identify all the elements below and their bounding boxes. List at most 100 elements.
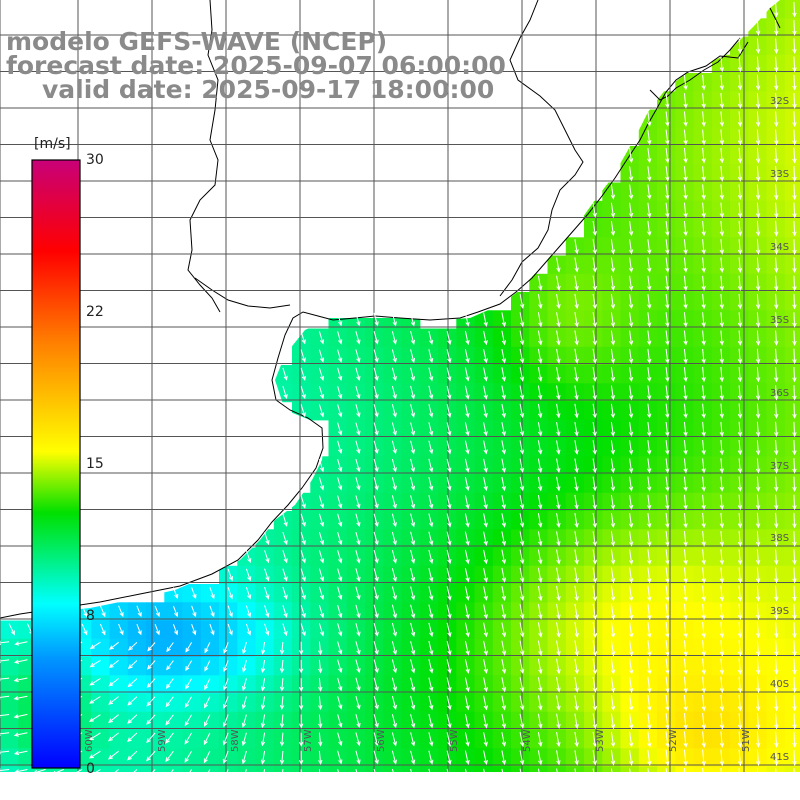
wind-arrow <box>792 239 797 255</box>
wind-arrow <box>647 476 652 492</box>
wind-arrow <box>318 732 323 747</box>
wind-cell <box>438 748 457 768</box>
wind-arrow <box>792 330 797 346</box>
lagoon-shore <box>649 37 741 101</box>
wind-cell <box>401 602 421 622</box>
wind-arrow <box>318 750 323 765</box>
wind-arrow <box>264 532 270 546</box>
colorbar-tick-30: 30 <box>86 152 104 168</box>
wind-arrow <box>755 330 761 346</box>
wind-arrow <box>701 74 706 91</box>
wind-arrow <box>610 184 616 200</box>
wind-cell <box>784 54 800 74</box>
wind-arrow <box>556 494 561 510</box>
wind-arrow <box>737 330 743 346</box>
wind-cell <box>784 620 800 640</box>
wind-arrow <box>665 567 670 584</box>
wind-cell <box>401 511 421 530</box>
wind-arrow <box>373 422 379 436</box>
wind-cell <box>401 657 421 676</box>
wind-cell <box>529 492 549 512</box>
wind-cell <box>784 419 800 439</box>
wind-arrow <box>483 640 488 656</box>
wind-arrow <box>127 714 138 724</box>
wind-arrow <box>428 440 434 455</box>
wind-arrow <box>184 696 193 708</box>
wind-cell <box>164 748 184 768</box>
wind-arrow <box>428 349 434 364</box>
wind-cell <box>529 748 549 768</box>
wind-cell <box>620 346 640 366</box>
wind-arrow <box>464 586 470 601</box>
wind-arrow <box>165 732 174 744</box>
wind-arrow <box>282 386 288 400</box>
wind-arrow <box>665 476 670 492</box>
wind-cell <box>419 620 439 640</box>
wind-cell <box>328 438 348 457</box>
wind-arrow <box>755 293 761 310</box>
wind-arrow <box>428 513 434 528</box>
wind-arrow <box>127 750 138 761</box>
wind-arrow <box>628 166 634 182</box>
wind-arrow <box>391 312 397 327</box>
wind-cell <box>529 565 549 585</box>
wind-arrow <box>501 750 507 766</box>
wind-cell <box>383 365 403 384</box>
wind-arrow <box>574 293 579 310</box>
wind-arrow <box>300 404 306 418</box>
wind-arrow <box>172 624 178 636</box>
wind-cell <box>401 456 421 476</box>
wind-cell <box>584 419 603 439</box>
wind-cell <box>182 675 202 695</box>
wind-arrow <box>501 440 506 455</box>
wind-arrow <box>774 603 779 620</box>
wind-arrow <box>719 476 725 492</box>
wind-cell <box>602 693 622 713</box>
wind-arrow <box>737 239 743 255</box>
wind-cell <box>584 273 603 293</box>
wind-cell <box>784 18 800 38</box>
wind-cell <box>91 675 111 695</box>
wind-arrow <box>337 586 343 601</box>
wind-arrow <box>665 622 670 639</box>
wind-arrow <box>318 586 325 600</box>
wind-arrow <box>108 641 119 650</box>
wind-cell <box>346 419 366 439</box>
wind-arrow <box>227 568 233 582</box>
wind-arrow <box>792 603 797 620</box>
wind-arrow <box>792 549 797 566</box>
wind-cell <box>474 401 494 421</box>
wind-arrow <box>792 348 797 365</box>
wind-cell <box>584 328 603 348</box>
wind-cell <box>200 748 220 768</box>
wind-arrow <box>683 202 688 219</box>
wind-arrow <box>792 695 797 712</box>
wind-arrow <box>774 184 779 201</box>
wind-cell <box>346 511 366 530</box>
wind-arrow <box>774 512 779 529</box>
wind-cell <box>547 438 567 457</box>
wind-arrow <box>446 422 452 437</box>
wind-cell <box>328 401 348 421</box>
wind-arrow <box>373 641 379 656</box>
wind-arrow <box>628 403 634 419</box>
wind-arrow <box>665 403 670 419</box>
wind-arrow <box>719 129 725 146</box>
wind-arrow <box>428 367 434 382</box>
wind-arrow <box>719 421 724 437</box>
wind-cell <box>346 456 366 476</box>
wind-cell <box>401 401 421 421</box>
wind-cell <box>529 584 549 603</box>
wind-cell <box>182 748 202 768</box>
wind-cell <box>456 511 476 530</box>
wind-arrow <box>737 567 743 584</box>
wind-arrow <box>298 678 304 692</box>
wind-arrow <box>318 696 323 711</box>
wind-arrow <box>792 676 797 694</box>
wind-cell <box>657 292 676 311</box>
wind-cell <box>0 730 19 749</box>
wind-arrow <box>628 421 634 437</box>
wind-cell <box>657 200 676 220</box>
wind-cell <box>602 401 622 421</box>
wind-arrow <box>647 294 652 310</box>
